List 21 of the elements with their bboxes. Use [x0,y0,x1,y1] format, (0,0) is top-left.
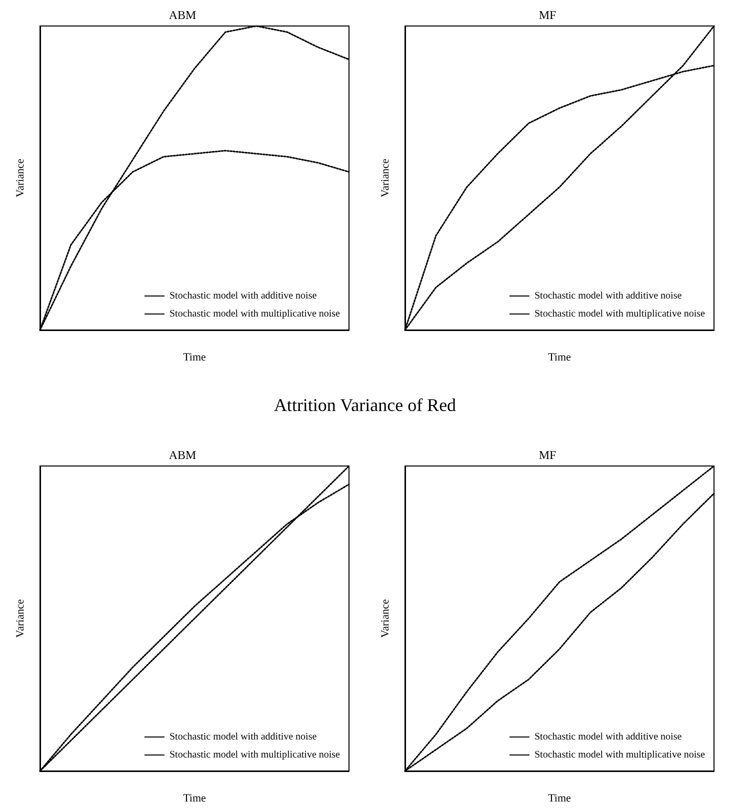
y-axis-title: Variance [14,599,26,638]
legend-label: Stochastic model with multiplicative noise [534,750,706,760]
x-axis-title: Time [183,792,206,804]
y-axis-title: Variance [14,158,26,198]
x-axis-title: Time [548,792,572,804]
legend-label: Stochastic model with multiplicative noise [169,750,341,760]
legend-label: Stochastic model with multiplicative noise [534,308,706,320]
x-axis-title: Time [548,352,572,364]
legend-label: Stochastic model with additive noise [534,732,682,742]
chart-title: MF [538,448,556,462]
legend-label: Stochastic model with additive noise [534,290,682,302]
legend-label: Stochastic model with multiplicative noise [169,308,341,320]
text: Attrition Variance of Red [272,394,458,416]
x-axis-title: Time [183,352,206,364]
chart-title: ABM [168,448,196,462]
y-axis-title: Variance [380,158,392,198]
legend-label: Stochastic model with additive noise [169,732,318,742]
chart-title: ABM [168,8,196,22]
legend-label: Stochastic model with additive noise [169,290,318,302]
chart-title: MF [538,8,556,22]
y-axis-title: Variance [380,599,392,638]
